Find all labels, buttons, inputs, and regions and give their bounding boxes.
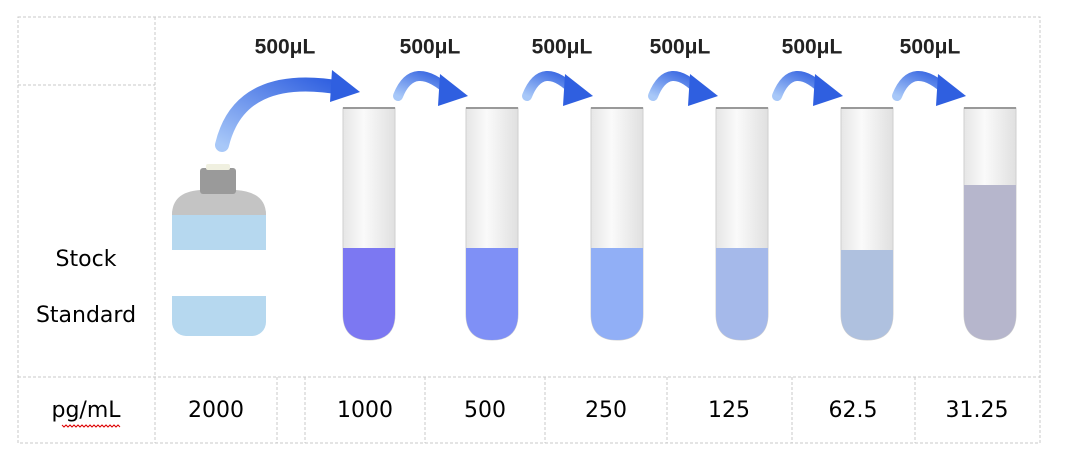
transfer-label: 500μL [255,36,316,59]
liquid [841,250,893,340]
labels: 500μL 500μL 500μL 500μL 500μL 500μL 2000 1000 50… [188,36,1008,423]
arrow-head [438,74,468,106]
concentration: 1000 [337,398,393,423]
liquid [466,248,518,340]
liquid [343,248,395,340]
arrow-head [936,74,966,106]
liquid [591,248,643,340]
concentration: 2000 [188,398,244,423]
arrow-head [688,74,718,106]
transfer-label: 500μL [650,36,711,59]
arrow-head [330,70,360,102]
concentration: 250 [585,398,627,423]
transfer-label: 500μL [782,36,843,59]
transfer-label: 500μL [532,36,593,59]
concentration: 125 [708,398,750,423]
arrows [215,70,966,152]
row-header: Stock [56,247,117,272]
table-grid [17,16,1041,444]
transfer-label: 500μL [900,36,961,59]
arrow-head [563,74,593,106]
concentration: 31.25 [946,398,1009,423]
liquid [964,185,1016,340]
stock-bottle [172,164,266,336]
transfer-arrow [215,77,349,152]
liquid [716,248,768,340]
concentration: 500 [464,398,506,423]
arrow-head [813,74,843,106]
tubes [342,107,1017,341]
units-label: pg/mL [51,398,121,423]
concentration: 62.5 [829,398,878,423]
transfer-label: 500μL [400,36,461,59]
row-header: Standard [36,303,136,328]
spell-underline [61,424,121,428]
